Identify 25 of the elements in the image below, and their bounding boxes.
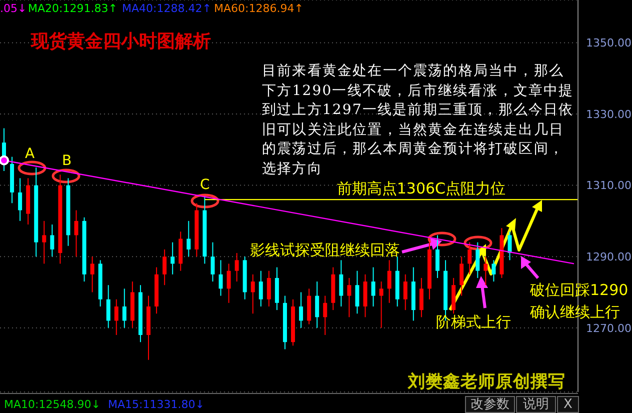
annotation: MA40:1288.42↑ [122,2,212,16]
y-tick-label: 1270.00 [586,322,632,335]
annotation: 影线试探受阻继续回落 [250,241,400,259]
annotation: 破位回踩1290 [530,281,628,299]
annotation: A [25,146,35,163]
ref-line-label: 前期高点1306C点阻力位 [336,180,506,198]
annotation: C [200,177,210,194]
annotation: 目前来看黄金处在一个震荡的格局当中，那么下方1290一线不破，后市继续看涨，文章中提到过上方1297一线是前期三重顶，那么今日依旧可以关注此位置，当然黄金在连续走出几日的震荡过后，那么本周黄金预计将打破区间，选择方向 [262,62,574,178]
annotation: 确认继续上行 [530,303,620,321]
annotation: MA60:1286.94↑ [214,2,304,16]
text: 现货黄金四小时图解析 [31,30,211,53]
text: 说明 [516,396,556,413]
y-tick-label: 1310.00 [586,179,632,192]
annotation: 刘樊鑫老师原创撰写 [408,372,566,392]
y-tick-label: 1330.00 [586,108,632,121]
annotation: B [62,153,72,170]
annotation: .05↓ [0,2,27,16]
annotation: MA20:1291.83↑ [28,2,118,16]
y-tick-label: 1350.00 [586,36,632,50]
text: MA10:12548.90↓ [4,398,100,412]
y-tick-label: 1290.00 [586,250,632,264]
text: X [557,396,579,413]
text: 改参数 [465,396,515,413]
annotation: 阶梯式上行 [436,313,511,331]
text: MA15:11331.80↓ [108,398,204,412]
